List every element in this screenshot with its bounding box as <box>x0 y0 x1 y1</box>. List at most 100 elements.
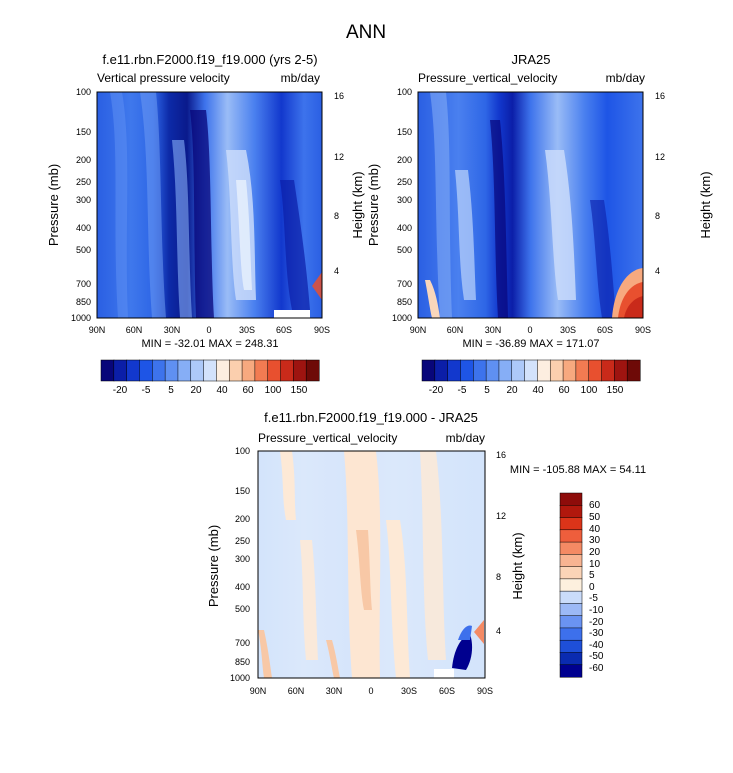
y-tick-label: 250 <box>397 177 412 187</box>
panel-obs-units: mb/day <box>606 71 645 85</box>
x-tick-label: 60S <box>597 325 613 335</box>
y2-tick-label: 4 <box>334 266 339 276</box>
panel-diff-plot-frame <box>257 450 486 679</box>
x-tick-label: 90S <box>477 686 493 696</box>
panel-model-x-ticks: 90N 60N 30N 0 30S 60S 90S <box>89 325 330 335</box>
x-tick-label: 90S <box>635 325 651 335</box>
colorbar-swatch <box>559 603 583 617</box>
colorbar-swatch <box>588 359 603 382</box>
y-tick-label: 500 <box>397 245 412 255</box>
colorbar-swatch <box>601 359 615 382</box>
y-tick-label: 1000 <box>230 673 250 683</box>
y-tick-label: 400 <box>235 582 250 592</box>
colorbar-swatch <box>498 359 513 382</box>
y2-tick-label: 16 <box>334 91 344 101</box>
colorbar-label: -20 <box>429 385 444 396</box>
colorbar-swatch <box>559 566 583 580</box>
colorbar-swatch <box>460 359 474 382</box>
x-tick-label: 90S <box>314 325 330 335</box>
y-tick-label: 300 <box>235 554 250 564</box>
colorbar-label: 0 <box>589 582 595 593</box>
colorbar-label: 30 <box>589 535 601 546</box>
x-tick-label: 90N <box>410 325 427 335</box>
colorbar-label: -5 <box>458 385 467 396</box>
colorbar-swatch <box>559 517 583 531</box>
y-tick-label: 300 <box>76 195 91 205</box>
colorbar-swatch <box>549 359 564 382</box>
y-tick-label: 850 <box>235 657 250 667</box>
colorbar-swatch <box>559 505 583 519</box>
panel-obs-x-ticks: 90N 60N 30N 0 30S 60S 90S <box>410 325 651 335</box>
colorbar-swatch <box>152 359 166 382</box>
colorbar-label: -20 <box>113 385 128 396</box>
colorbar-swatch <box>559 627 583 641</box>
panel-model-field <box>97 92 322 318</box>
colorbar-swatch <box>228 359 243 382</box>
colorbar-label: -20 <box>589 617 604 628</box>
x-tick-label: 30S <box>401 686 417 696</box>
panel-obs-title: JRA25 <box>511 52 550 67</box>
colorbar-label: 150 <box>291 385 308 396</box>
panel-model-colorbar <box>100 359 320 382</box>
colorbar-label: 100 <box>265 385 282 396</box>
colorbar-label: 40 <box>532 385 544 396</box>
colorbar-swatch <box>626 359 641 382</box>
colorbar-swatch <box>177 359 192 382</box>
panel-model-y2label: Height (km) <box>350 171 365 238</box>
panel-obs-colorbar <box>421 359 641 382</box>
colorbar-label: 40 <box>216 385 228 396</box>
panel-model-min-max: MIN = -32.01 MAX = 248.31 <box>142 338 279 350</box>
y-tick-label: 250 <box>76 177 91 187</box>
colorbar-swatch <box>559 652 583 666</box>
y-tick-label: 500 <box>76 245 91 255</box>
colorbar-label: 60 <box>589 500 601 511</box>
y-tick-label: 200 <box>235 514 250 524</box>
colorbar-label: 5 <box>484 385 490 396</box>
colorbar-swatch <box>241 359 256 382</box>
colorbar-label: -50 <box>589 651 604 662</box>
y-tick-label: 700 <box>397 279 412 289</box>
y2-tick-label: 12 <box>496 511 506 521</box>
x-tick-label: 60S <box>276 325 292 335</box>
x-tick-label: 60S <box>439 686 455 696</box>
colorbar-swatch <box>559 492 583 506</box>
panel-obs-field <box>418 92 643 318</box>
panel-obs-min-max: MIN = -36.89 MAX = 171.07 <box>463 338 600 350</box>
panel-model-plot-frame <box>96 91 323 319</box>
y-tick-label: 700 <box>76 279 91 289</box>
colorbar-swatch <box>559 615 583 629</box>
colorbar-swatch <box>139 359 153 382</box>
colorbar-swatch <box>511 359 526 382</box>
x-tick-label: 30N <box>164 325 181 335</box>
y-tick-label: 400 <box>397 223 412 233</box>
y-tick-label: 250 <box>235 536 250 546</box>
y-tick-label: 850 <box>397 297 412 307</box>
colorbar-swatch <box>190 359 205 382</box>
panel-diff-ylabel: Pressure (mb) <box>206 525 221 607</box>
colorbar-swatch <box>267 359 282 382</box>
colorbar-label: 50 <box>589 512 601 523</box>
x-tick-label: 60N <box>447 325 464 335</box>
panel-diff-min-max: MIN = -105.88 MAX = 54.11 <box>510 464 646 476</box>
y-tick-label: 300 <box>397 195 412 205</box>
panel-model-title: f.e11.rbn.F2000.f19_f19.000 (yrs 2-5) <box>102 52 317 67</box>
colorbar-swatch <box>562 359 577 382</box>
colorbar-swatch <box>575 359 590 382</box>
x-tick-label: 0 <box>206 325 211 335</box>
panel-diff-variable-label: Pressure_vertical_velocity <box>258 431 397 445</box>
y2-tick-label: 12 <box>655 152 665 162</box>
panel-diff-colorbar-labels: 60 50 40 30 20 10 5 0 -5 -10 -20 -30 -40… <box>589 500 604 674</box>
colorbar-swatch <box>559 664 583 678</box>
y-tick-label: 150 <box>76 127 91 137</box>
colorbar-swatch <box>421 359 436 382</box>
colorbar-swatch <box>100 359 115 382</box>
panel-diff-colorbar <box>559 492 583 678</box>
y-tick-label: 150 <box>235 486 250 496</box>
colorbar-label: 10 <box>589 559 601 570</box>
colorbar-label: 5 <box>589 570 595 581</box>
panel-diff-y-ticks: 100 150 200 250 300 400 500 700 850 1000 <box>230 446 250 683</box>
x-tick-label: 30N <box>326 686 343 696</box>
colorbar-label: -30 <box>589 628 604 639</box>
colorbar-swatch <box>254 359 269 382</box>
colorbar-swatch <box>524 359 538 382</box>
